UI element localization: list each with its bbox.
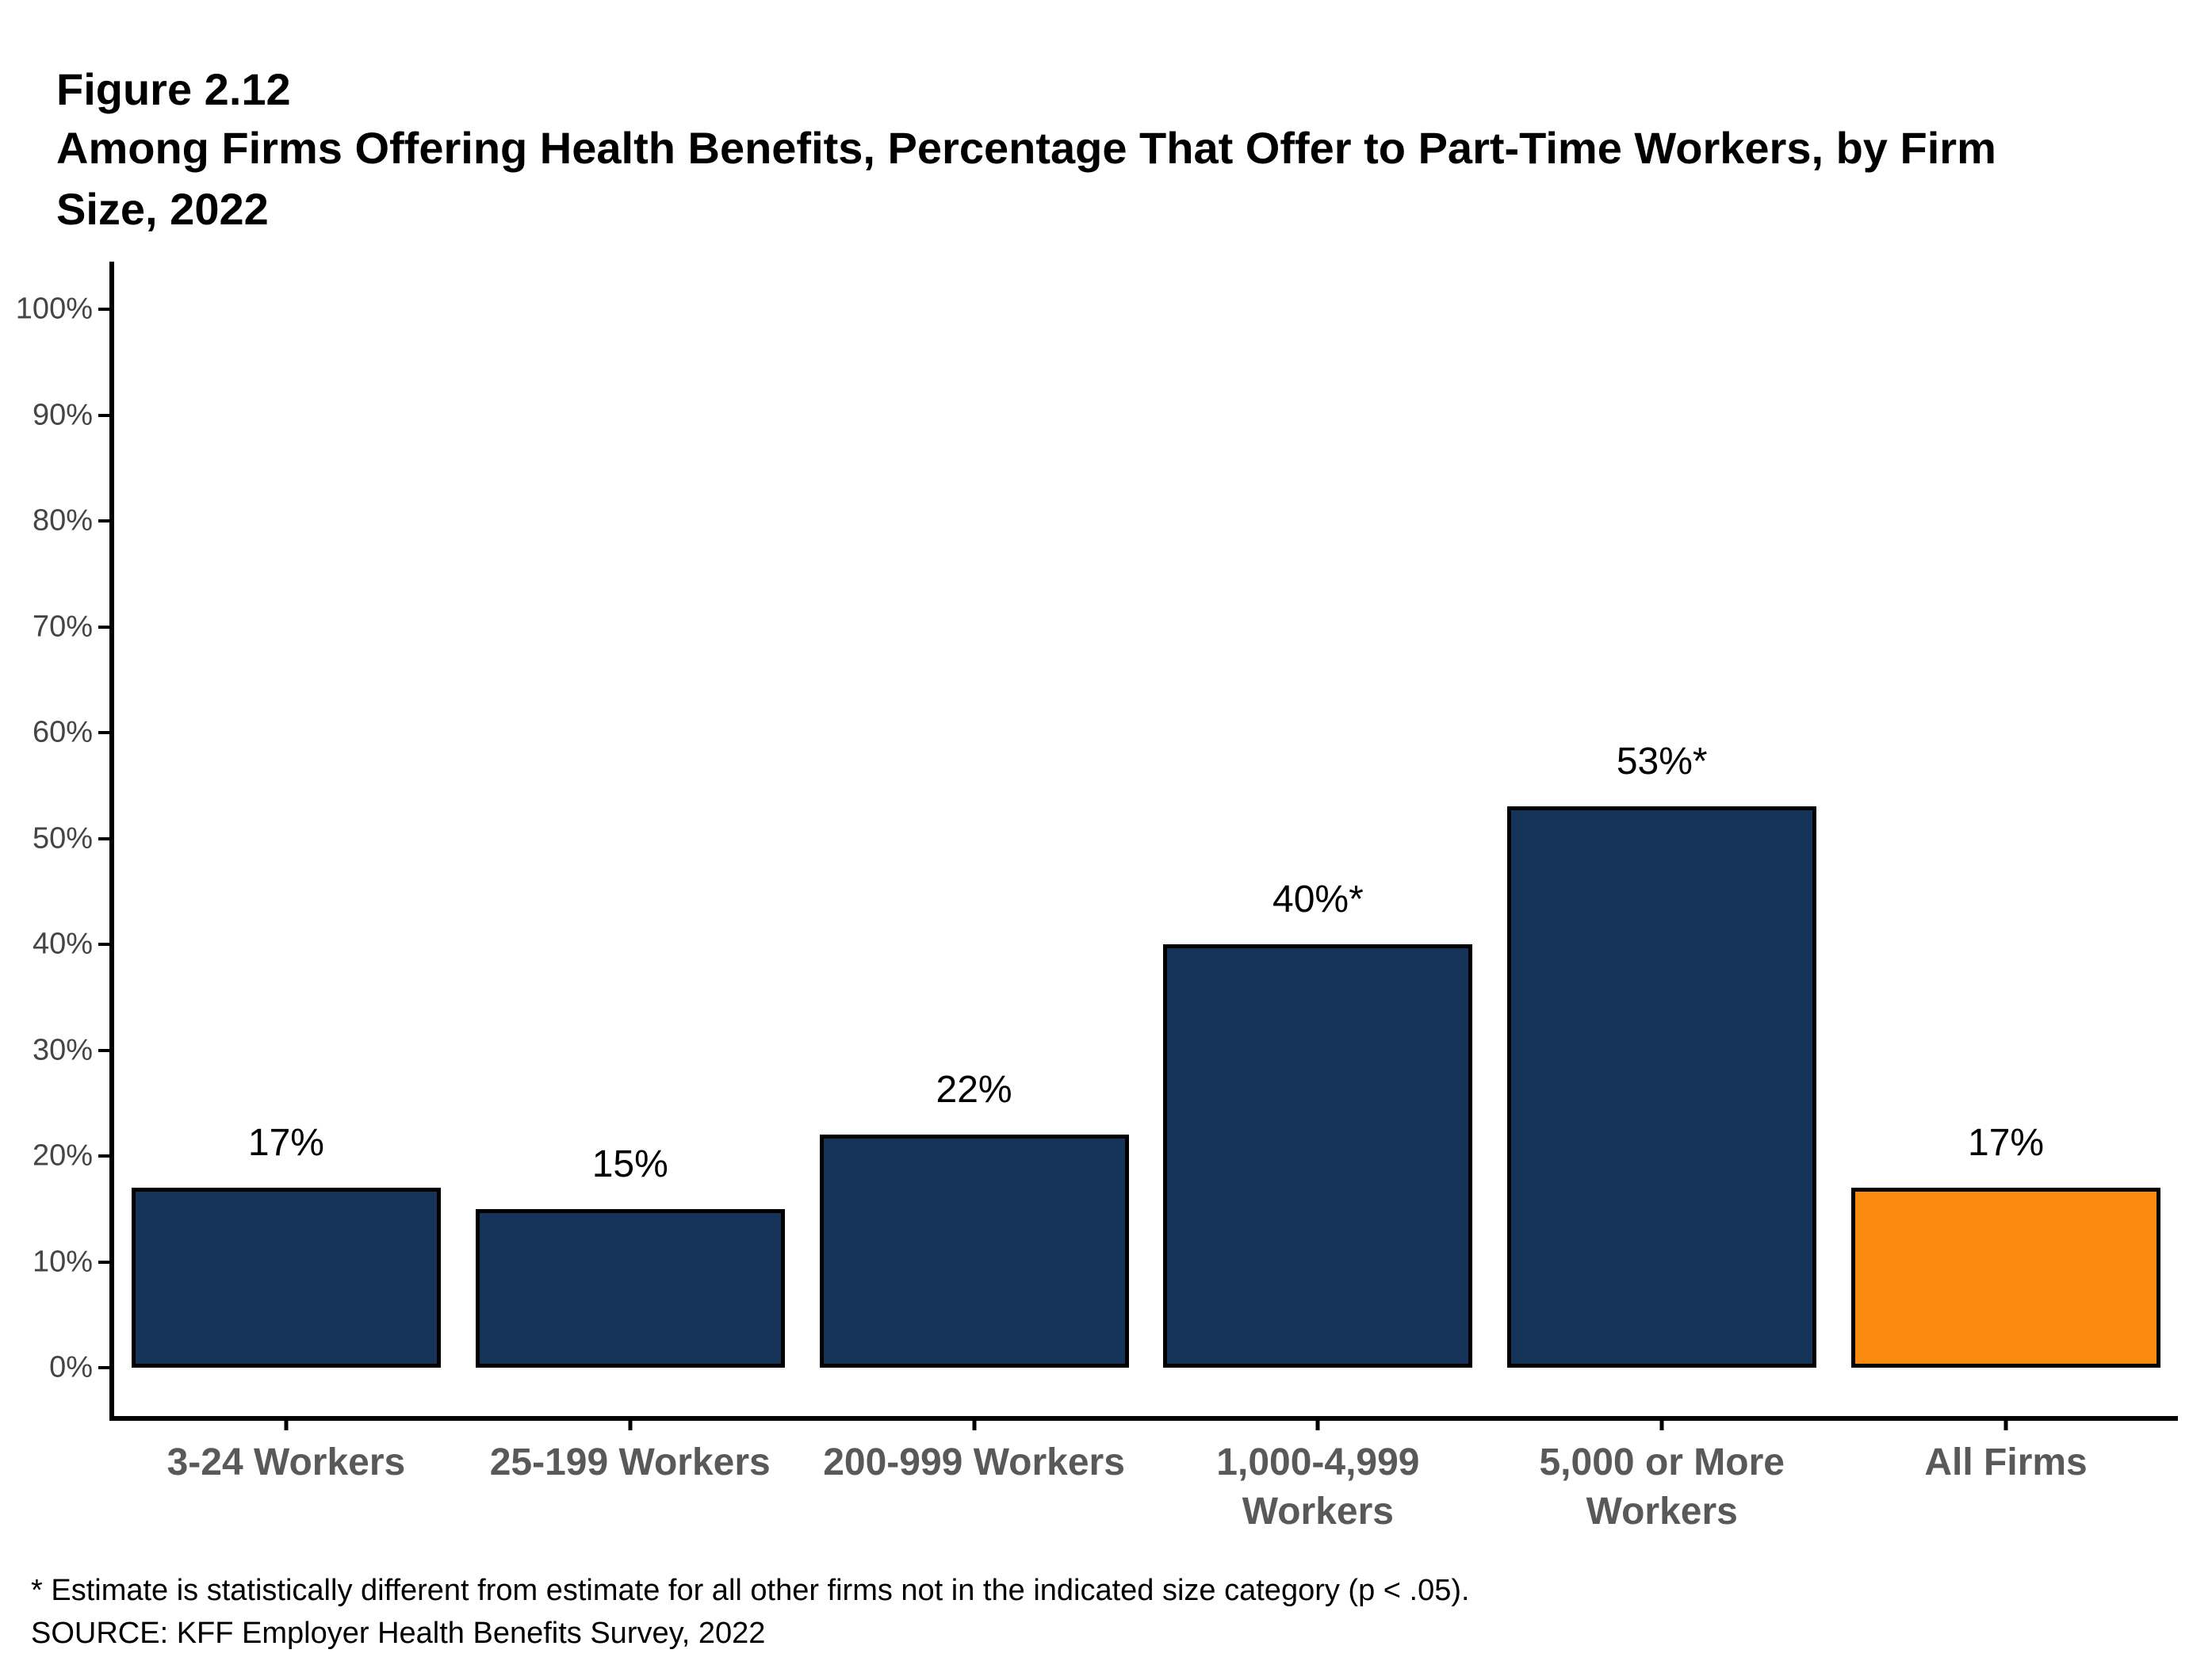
y-tick: 60% (33, 716, 109, 749)
x-axis-tick-mark (1659, 1421, 1664, 1430)
y-tick: 40% (33, 928, 109, 961)
x-axis-tick-mark (972, 1421, 977, 1430)
figure-label: Figure 2.12 (56, 64, 291, 114)
x-axis-tick-mark (628, 1421, 633, 1430)
chart-title-line-1: Among Firms Offering Health Benefits, Pe… (56, 123, 1996, 173)
bar (1163, 944, 1473, 1368)
bar (1507, 806, 1817, 1368)
y-axis-tick-label: 30% (32, 1033, 93, 1066)
source-footnote: SOURCE: KFF Employer Health Benefits Sur… (31, 1617, 766, 1650)
y-axis-tick-label: 100% (15, 292, 93, 326)
y-tick: 90% (33, 398, 109, 431)
bar-group: 22% 200-999 Workers (802, 262, 1146, 1483)
chart-title-line-2: Size, 2022 (56, 184, 269, 234)
y-tick: 10% (33, 1245, 109, 1278)
bar (131, 1188, 441, 1368)
x-axis-category-label: 1,000-4,999 Workers (1216, 1441, 1420, 1533)
y-tick: 70% (33, 610, 109, 643)
y-axis-tick-label: 70% (32, 610, 93, 643)
bar-value-label: 17% (247, 1122, 324, 1165)
y-axis-tick-label: 40% (32, 927, 93, 961)
bar-group: 17% All Firms (1834, 262, 2178, 1483)
x-axis-category-label: 3-24 Workers (166, 1441, 406, 1483)
y-axis-tick-label: 90% (32, 398, 93, 431)
y-axis-line (109, 262, 114, 1421)
y-axis-tick-label: 80% (32, 503, 93, 538)
x-axis-tick-mark (1315, 1421, 1320, 1430)
chart-title: Among Firms Offering Health Benefits, Pe… (56, 117, 1996, 239)
bar (819, 1135, 1129, 1368)
bar-group: 40%* 1,000-4,999 Workers (1146, 262, 1490, 1533)
y-axis-tick-label: 0% (49, 1350, 93, 1384)
y-tick: 20% (33, 1139, 109, 1173)
bar (1851, 1188, 2161, 1368)
x-axis-line (109, 1416, 2178, 1421)
x-axis-category-label: 25-199 Workers (489, 1441, 771, 1483)
y-axis-tick-label: 10% (32, 1245, 93, 1278)
x-axis-category-label: All Firms (1924, 1441, 2088, 1483)
x-axis-tick-mark (2003, 1421, 2008, 1430)
bar-group: 17% 3-24 Workers (114, 262, 458, 1483)
y-axis-tick-label: 60% (32, 715, 93, 749)
bar-value-label: 53%* (1616, 741, 1708, 783)
significance-footnote: * Estimate is statistically different fr… (31, 1574, 1470, 1607)
bar-value-label: 15% (591, 1143, 668, 1185)
plot-area: 0% 10% 20% 30% 40% 50% 60% 70% 80% 90% 1… (16, 262, 2178, 1533)
y-tick: 80% (33, 504, 109, 538)
bar-group: 53%* 5,000 or More Workers (1490, 262, 1834, 1533)
y-tick: 100% (16, 293, 109, 326)
y-axis-tick-label: 20% (32, 1139, 93, 1173)
bar-value-label: 17% (1968, 1122, 2045, 1165)
y-tick: 0% (49, 1351, 109, 1384)
bar-value-label: 40%* (1272, 878, 1364, 921)
x-axis-category-label: 5,000 or More Workers (1539, 1441, 1785, 1533)
y-tick: 50% (33, 821, 109, 855)
bar-value-label: 22% (936, 1069, 1012, 1112)
y-axis-tick-label: 50% (32, 821, 93, 855)
bar (475, 1208, 785, 1368)
x-axis-category-label: 200-999 Workers (823, 1441, 1125, 1483)
bar-group: 15% 25-199 Workers (458, 262, 802, 1483)
y-tick: 30% (33, 1033, 109, 1066)
bars-container: 17% 3-24 Workers 15% 25-199 Workers 22% … (114, 262, 2178, 1533)
x-axis-tick-mark (284, 1421, 289, 1430)
